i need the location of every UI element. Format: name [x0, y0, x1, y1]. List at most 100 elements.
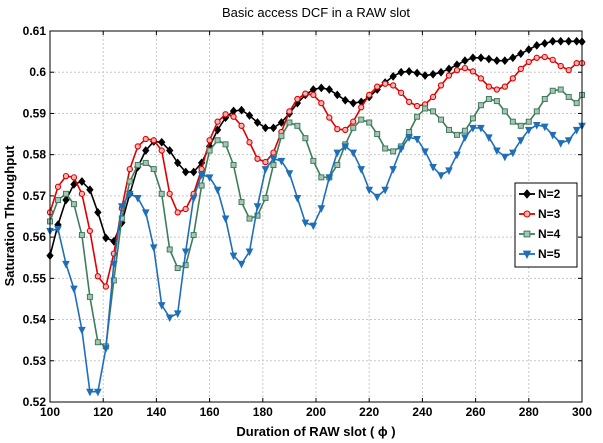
- data-point: [366, 91, 373, 99]
- x-tick-label: 280: [519, 405, 539, 419]
- y-tick-label: 0.57: [23, 189, 47, 203]
- series-layer: [46, 36, 586, 397]
- data-point: [326, 114, 333, 121]
- data-point: [397, 67, 405, 77]
- data-point: [469, 53, 477, 63]
- data-point: [446, 126, 452, 133]
- data-point: [142, 159, 149, 166]
- data-point: [373, 193, 381, 202]
- data-point: [429, 69, 437, 79]
- data-point: [493, 98, 500, 105]
- data-point: [134, 143, 141, 150]
- series-2: [46, 53, 586, 290]
- data-point: [517, 122, 524, 129]
- legend-entry: N=5: [519, 247, 561, 261]
- data-point: [382, 80, 389, 87]
- data-point: [333, 149, 342, 158]
- data-point: [469, 124, 477, 133]
- legend-marker: [523, 210, 531, 218]
- data-point: [261, 166, 270, 174]
- data-point: [397, 89, 405, 96]
- data-point: [405, 98, 413, 106]
- data-point: [413, 136, 421, 144]
- data-point: [278, 133, 285, 140]
- x-tick-label: 140: [146, 405, 166, 419]
- y-tick-label: 0.52: [23, 395, 47, 409]
- data-point: [374, 131, 381, 138]
- data-point: [461, 56, 469, 66]
- data-point: [133, 194, 142, 203]
- data-point: [222, 111, 229, 118]
- data-point: [94, 339, 101, 346]
- legend-label: N=4: [538, 227, 561, 241]
- data-point: [509, 118, 516, 125]
- data-point: [413, 102, 421, 110]
- data-point: [524, 126, 533, 135]
- data-point: [485, 96, 492, 103]
- data-point: [70, 174, 78, 181]
- legend-marker: [523, 230, 531, 238]
- data-point: [206, 137, 213, 144]
- data-point: [302, 90, 309, 97]
- chart-title: Basic access DCF in a RAW slot: [222, 5, 410, 20]
- data-point: [221, 215, 230, 224]
- x-tick-label: 100: [40, 405, 60, 419]
- data-point: [501, 153, 509, 162]
- data-point: [198, 182, 205, 189]
- data-point: [325, 85, 333, 94]
- data-point: [453, 131, 460, 138]
- data-point: [206, 147, 213, 154]
- data-point: [158, 137, 166, 147]
- data-point: [390, 148, 397, 155]
- data-point: [157, 302, 166, 310]
- data-point: [565, 93, 572, 100]
- data-point: [286, 119, 293, 126]
- data-point: [181, 248, 190, 257]
- data-point: [102, 345, 110, 354]
- data-point: [541, 38, 549, 48]
- data-point: [118, 203, 126, 211]
- data-point: [548, 131, 557, 140]
- y-tick-label: 0.53: [23, 354, 47, 368]
- data-point: [269, 123, 278, 133]
- data-point: [190, 232, 197, 239]
- data-point: [62, 260, 70, 269]
- data-point: [182, 167, 190, 177]
- data-point: [477, 53, 485, 63]
- data-point: [397, 145, 405, 154]
- data-point: [453, 151, 461, 160]
- data-point: [334, 125, 341, 133]
- data-point: [573, 60, 580, 67]
- data-point: [493, 56, 501, 66]
- data-point: [349, 149, 358, 158]
- data-point: [469, 115, 476, 122]
- data-point: [78, 177, 86, 186]
- data-point: [174, 158, 182, 168]
- data-point: [445, 167, 453, 175]
- data-point: [445, 64, 453, 74]
- data-point: [309, 222, 318, 231]
- data-point: [453, 67, 461, 74]
- data-point: [102, 233, 110, 243]
- data-point: [54, 197, 61, 204]
- data-point: [533, 41, 541, 50]
- data-point: [78, 190, 86, 197]
- data-point: [517, 137, 525, 145]
- data-point: [405, 67, 413, 76]
- data-point: [286, 108, 293, 115]
- data-point: [341, 95, 349, 105]
- data-point: [158, 147, 165, 154]
- data-point: [198, 165, 205, 173]
- data-point: [437, 82, 445, 89]
- data-point: [197, 171, 206, 180]
- data-point: [54, 225, 62, 234]
- x-tick-label: 200: [306, 405, 326, 419]
- data-point: [429, 93, 437, 101]
- data-point: [461, 127, 468, 134]
- data-point: [405, 134, 413, 142]
- data-point: [469, 68, 477, 75]
- data-point: [485, 83, 493, 90]
- data-point: [293, 194, 302, 203]
- data-point: [358, 104, 365, 111]
